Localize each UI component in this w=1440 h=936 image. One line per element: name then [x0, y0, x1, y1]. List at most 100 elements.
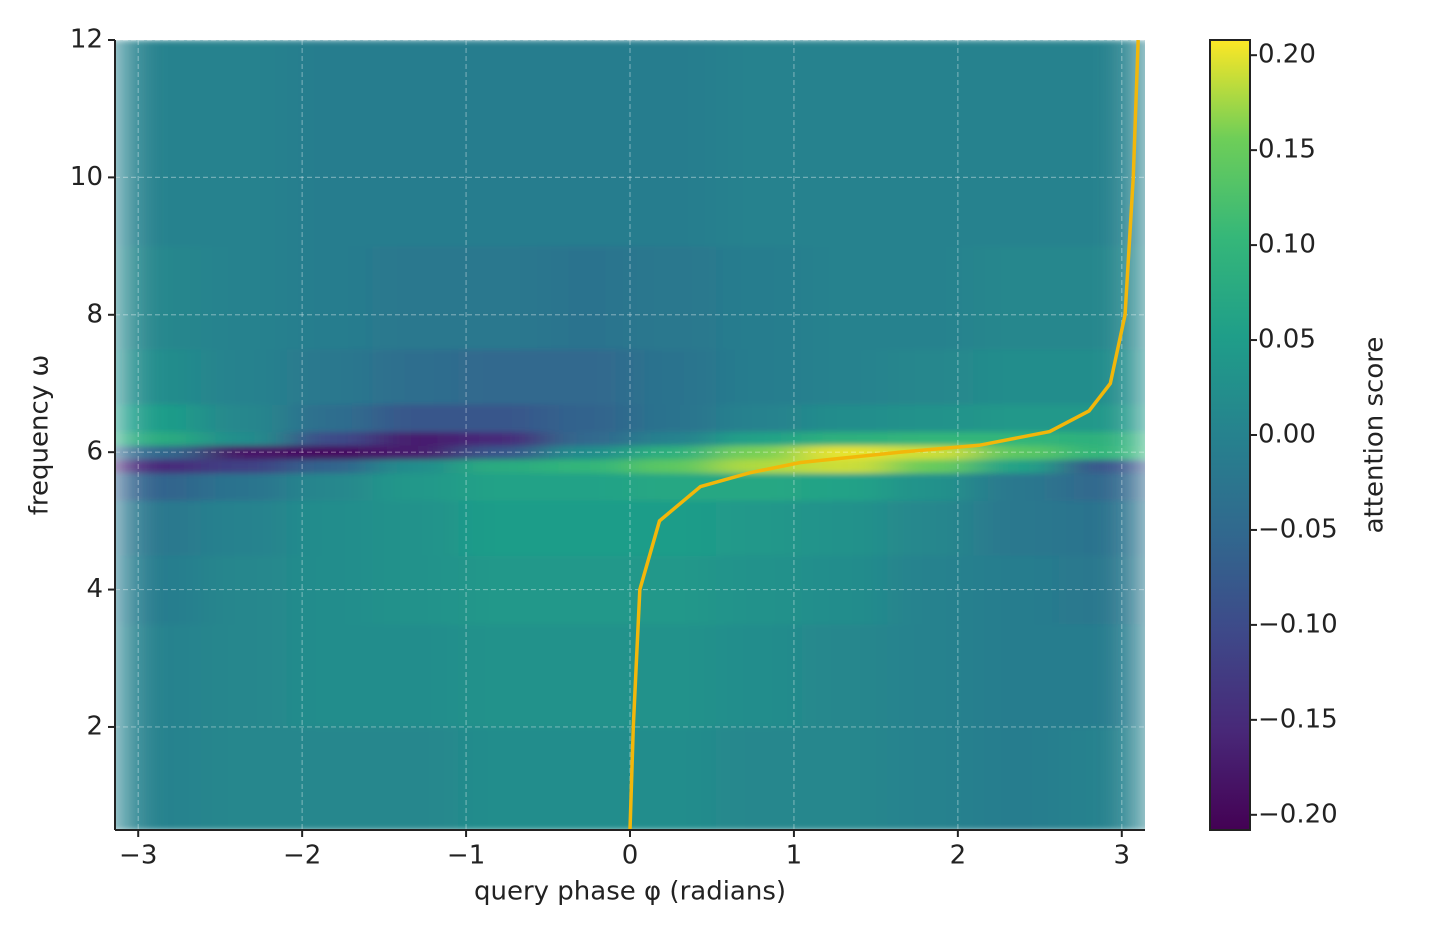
- heatmap-cell: [286, 445, 373, 460]
- heatmap-cell: [544, 246, 631, 350]
- heatmap-cell: [801, 472, 888, 501]
- heatmap-cell: [115, 500, 202, 556]
- heatmap-cell: [544, 726, 631, 830]
- x-tick-label: 1: [786, 841, 803, 871]
- colorbar-tick-label: 0.00: [1258, 420, 1316, 450]
- colorbar-tick-label: 0.05: [1258, 325, 1316, 355]
- heatmap-cell: [458, 459, 545, 474]
- heatmap-cell: [372, 555, 459, 625]
- heatmap-cell: [801, 246, 888, 350]
- heatmap-cell: [372, 500, 459, 556]
- heatmap-cell: [715, 459, 803, 474]
- heatmap-cell: [715, 349, 803, 405]
- heatmap-cell: [372, 40, 459, 247]
- x-tick-label: −3: [119, 841, 157, 871]
- heatmap-cell: [286, 472, 373, 501]
- heatmap-cell: [115, 431, 202, 446]
- heatmap-cell: [973, 40, 1060, 247]
- heatmap-cell: [1059, 500, 1145, 556]
- heatmap-cell: [200, 431, 288, 446]
- heatmap-cell: [544, 555, 631, 625]
- heatmap-cell: [630, 445, 717, 460]
- x-tick-label: 0: [622, 841, 639, 871]
- heatmap-cell: [973, 349, 1060, 405]
- curve: [628, 40, 1140, 830]
- heatmap-cell: [115, 555, 202, 625]
- heatmap-cell: [544, 623, 631, 728]
- heatmap-cell: [115, 40, 202, 247]
- heatmap-cell: [630, 40, 717, 247]
- heatmap-cell: [200, 246, 288, 350]
- heatmap-cell: [630, 404, 717, 433]
- heatmap-cell: [544, 349, 631, 405]
- heatmap-cell: [200, 472, 288, 501]
- heatmap-cell: [801, 500, 888, 556]
- x-axis-label: query phase φ (radians): [474, 877, 786, 907]
- heatmap-cell: [887, 500, 974, 556]
- heatmap-cell: [372, 404, 459, 433]
- heatmap-cell: [115, 349, 202, 405]
- heatmap-cell: [801, 459, 888, 474]
- colorbar-tick-label: −0.20: [1258, 799, 1338, 829]
- heatmap-cell: [630, 459, 717, 474]
- heatmap-cell: [200, 404, 288, 433]
- heatmap-cell: [801, 349, 888, 405]
- heatmap-cell: [286, 555, 373, 625]
- heatmap-cell: [1059, 459, 1145, 474]
- heatmap-cell: [115, 459, 202, 474]
- heatmap-cell: [801, 623, 888, 728]
- heatmap-cell: [973, 623, 1060, 728]
- heatmap-cell: [372, 246, 459, 350]
- heatmap-cell: [630, 555, 717, 625]
- heatmap-cell: [286, 623, 373, 728]
- heatmap-cell: [715, 246, 803, 350]
- colorbar: [1209, 39, 1251, 831]
- heatmap-cell: [715, 40, 803, 247]
- colorbar-tick-label: 0.20: [1258, 40, 1316, 70]
- heatmap-cell: [286, 726, 373, 830]
- heatmap-cell: [1059, 445, 1145, 460]
- heatmap-cell: [544, 500, 631, 556]
- heatmap-cell: [973, 726, 1060, 830]
- heatmap-cell: [887, 726, 974, 830]
- heatmap-cell: [630, 726, 717, 830]
- y-tick-label: 6: [86, 437, 103, 467]
- heatmap-cell: [1059, 472, 1145, 501]
- heatmap-cell: [200, 500, 288, 556]
- heatmap-cell: [458, 472, 545, 501]
- heatmap-cell: [715, 404, 803, 433]
- heatmap-cell: [286, 459, 373, 474]
- heatmap-cell: [715, 431, 803, 446]
- heatmap-cell: [200, 726, 288, 830]
- heatmap-cell: [544, 445, 631, 460]
- heatmap-cell: [715, 555, 803, 625]
- heatmap-cell: [286, 500, 373, 556]
- y-axis-label: frequency ω: [25, 355, 55, 515]
- colorbar-tick-label: 0.15: [1258, 135, 1316, 165]
- heatmap-cell: [115, 246, 202, 350]
- heatmap-cell: [887, 459, 974, 474]
- heatmap-cell: [887, 349, 974, 405]
- x-tick-label: −2: [283, 841, 321, 871]
- x-tick-label: −1: [447, 841, 485, 871]
- heatmap-cell: [115, 404, 202, 433]
- heatmap-cell: [630, 623, 717, 728]
- heatmap-cell: [715, 500, 803, 556]
- y-tick-label: 2: [86, 711, 103, 741]
- heatmap-cell: [801, 404, 888, 433]
- heatmap-cell: [200, 349, 288, 405]
- heatmap-cell: [973, 472, 1060, 501]
- heatmap-cell: [887, 404, 974, 433]
- colorbar-tick-label: 0.10: [1258, 230, 1316, 260]
- heatmap-cell: [200, 445, 288, 460]
- heatmap-cell: [458, 500, 545, 556]
- heatmap-cell: [887, 40, 974, 247]
- heatmap-cell: [200, 555, 288, 625]
- heatmap-cell: [887, 246, 974, 350]
- heatmap-cell: [458, 349, 545, 405]
- heatmap-cell: [458, 726, 545, 830]
- y-tick-label: 8: [86, 299, 103, 329]
- y-tick-label: 10: [70, 162, 103, 192]
- heatmap-cell: [630, 349, 717, 405]
- y-tick-label: 4: [86, 574, 103, 604]
